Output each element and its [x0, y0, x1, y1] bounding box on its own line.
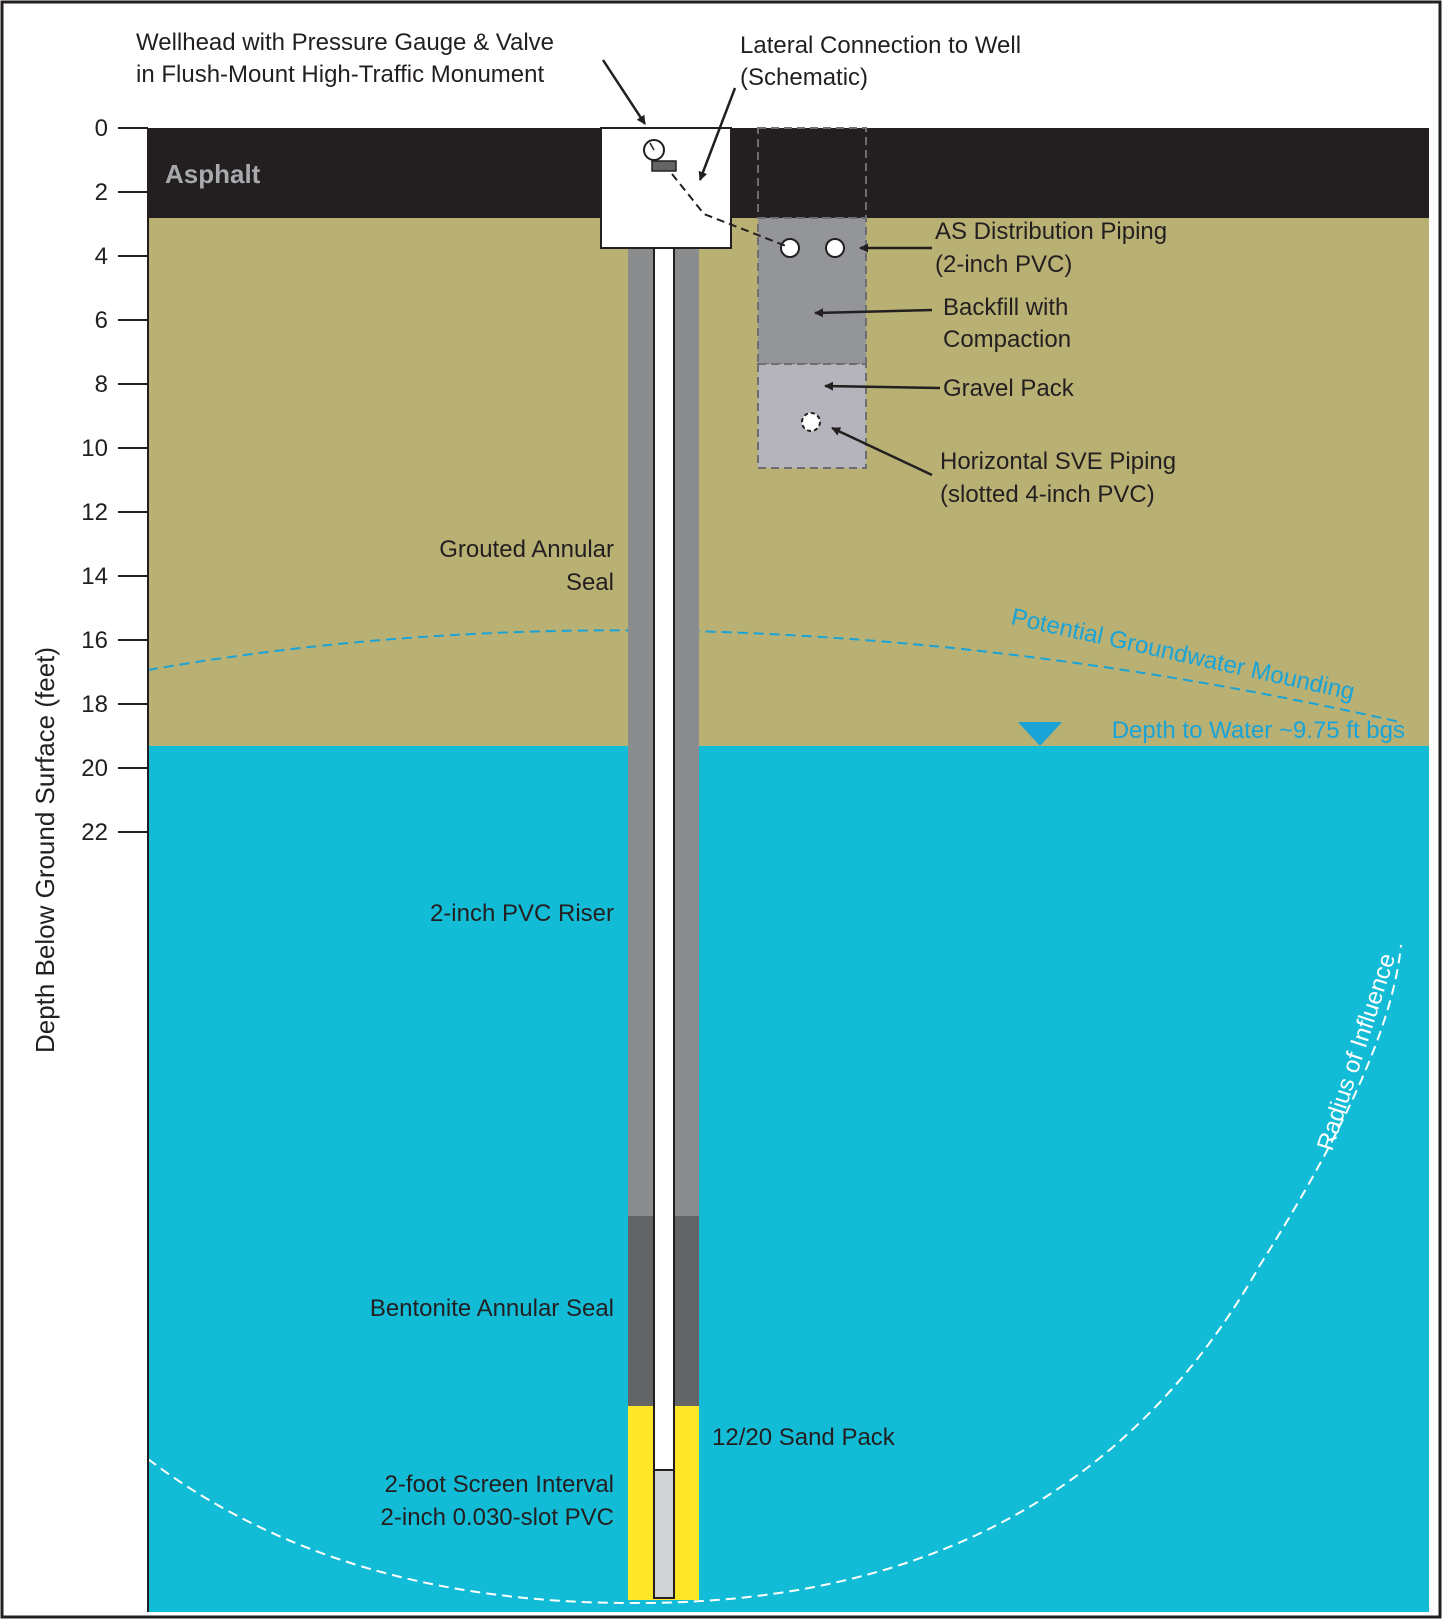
backfill-zone [757, 217, 867, 365]
depth-tick-label: 12 [81, 499, 108, 526]
groundwater-zone [148, 746, 1429, 1612]
lateral-label-line2: (Schematic) [740, 64, 868, 91]
callout-arrows [601, 59, 941, 477]
arrow-backfill [814, 308, 933, 318]
arrow-sve [831, 426, 933, 477]
depth-axis-label: Depth Below Ground Surface (feet) [30, 647, 60, 1053]
pvc-riser [653, 169, 675, 1471]
as-piping-label-line2: (2-inch PVC) [935, 251, 1072, 278]
depth-axis-ticks: 0 2 4 6 8 10 12 14 16 18 20 22 [81, 115, 148, 846]
depth-tick-label: 2 [95, 179, 108, 206]
lateral-connection-line [671, 173, 787, 247]
riser-label: 2-inch PVC Riser [430, 900, 614, 927]
wellhead-label-line1: Wellhead with Pressure Gauge & Valve [136, 29, 554, 56]
depth-tick-label: 10 [81, 435, 108, 462]
depth-tick-label: 6 [95, 307, 108, 334]
sand-pack-label: 12/20 Sand Pack [712, 1424, 896, 1451]
depth-tick-label: 20 [81, 755, 108, 782]
groundwater-mounding-curve [148, 629, 1401, 723]
as-pipe-circle-1 [780, 238, 800, 258]
arrow-wellhead [601, 59, 647, 125]
valve [651, 160, 677, 172]
depth-tick-label: 4 [95, 243, 108, 270]
grout-label-line1: Grouted Annular [439, 536, 614, 563]
screen-label-line1: 2-foot Screen Interval [385, 1471, 614, 1498]
gravel-label: Gravel Pack [943, 375, 1075, 402]
wellhead-label-line2: in Flush-Mount High-Traffic Monument [136, 61, 544, 88]
backfill-label-line2: Compaction [943, 326, 1071, 353]
depth-tick-label: 8 [95, 371, 108, 398]
sve-pipe-circle [801, 412, 821, 432]
backfill-label-line1: Backfill with [943, 294, 1068, 321]
bentonite-label: Bentonite Annular Seal [370, 1295, 614, 1322]
lateral-label-line1: Lateral Connection to Well [740, 32, 1021, 59]
depth-tick-label: 14 [81, 563, 108, 590]
depth-tick-label: 18 [81, 691, 108, 718]
as-pipe-circle-2 [825, 238, 845, 258]
arrow-gravel [824, 381, 941, 391]
screen-label-line2: 2-inch 0.030-slot PVC [381, 1504, 614, 1531]
sve-label-line1: Horizontal SVE Piping [940, 448, 1176, 475]
asphalt-layer [148, 128, 1429, 218]
depth-tick-label: 16 [81, 627, 108, 654]
gauge-needle [649, 142, 655, 151]
pvc-screen [653, 1469, 675, 1599]
arrow-lateral [698, 87, 737, 181]
water-table-triangle-icon [1018, 722, 1062, 746]
depth-tick-label: 0 [95, 115, 108, 142]
depth-tick-label: 22 [81, 819, 108, 846]
water-depth-label: Depth to Water ~9.75 ft bgs [1112, 717, 1405, 744]
grout-label-line2: Seal [566, 569, 614, 596]
asphalt-label: Asphalt [165, 159, 261, 189]
radius-of-influence-curve [148, 944, 1402, 1605]
flush-mount-monument [600, 127, 732, 249]
as-piping-label-line1: AS Distribution Piping [935, 218, 1167, 245]
sve-label-line2: (slotted 4-inch PVC) [940, 481, 1155, 508]
